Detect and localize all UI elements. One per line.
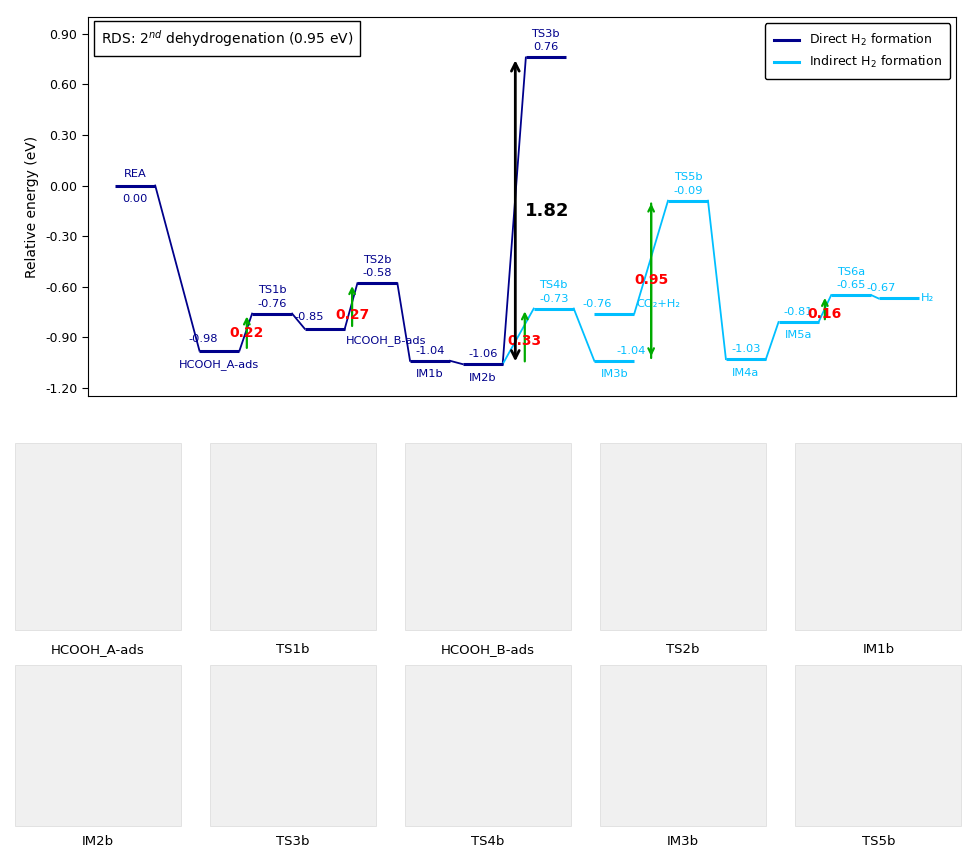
Text: 0.22: 0.22	[229, 326, 264, 340]
Text: HCOOH_A-ads: HCOOH_A-ads	[51, 643, 144, 656]
Text: 0.27: 0.27	[335, 308, 369, 322]
Text: -0.81: -0.81	[784, 307, 813, 317]
Legend: Direct H$_2$ formation, Indirect H$_2$ formation: Direct H$_2$ formation, Indirect H$_2$ f…	[765, 23, 951, 79]
Text: TS2b: TS2b	[363, 255, 391, 265]
FancyBboxPatch shape	[405, 665, 571, 826]
Text: 0.33: 0.33	[508, 334, 542, 348]
FancyBboxPatch shape	[15, 665, 181, 826]
Text: -1.03: -1.03	[731, 344, 760, 354]
FancyBboxPatch shape	[210, 443, 376, 630]
Y-axis label: Relative energy (eV): Relative energy (eV)	[25, 135, 39, 278]
Text: -0.98: -0.98	[189, 334, 219, 344]
Text: TS3b: TS3b	[276, 835, 309, 848]
FancyBboxPatch shape	[600, 665, 766, 826]
Text: TS3b: TS3b	[532, 29, 560, 39]
Text: IM2b: IM2b	[468, 372, 497, 383]
Text: TS1b: TS1b	[276, 643, 309, 656]
Text: IM4a: IM4a	[732, 367, 759, 377]
Text: IM3b: IM3b	[668, 835, 699, 848]
Text: -0.76: -0.76	[258, 298, 287, 308]
Text: HCOOH_B-ads: HCOOH_B-ads	[441, 643, 535, 656]
Text: TS5b: TS5b	[673, 172, 703, 182]
Text: -0.76: -0.76	[583, 298, 612, 308]
Text: TS2b: TS2b	[667, 643, 700, 656]
FancyBboxPatch shape	[405, 443, 571, 630]
Text: -1.04: -1.04	[617, 346, 646, 356]
Text: TS5b: TS5b	[862, 835, 895, 848]
FancyBboxPatch shape	[210, 665, 376, 826]
Text: -0.09: -0.09	[673, 186, 703, 196]
Text: TS4b: TS4b	[540, 280, 568, 290]
Text: HCOOH_B-ads: HCOOH_B-ads	[346, 336, 427, 347]
Text: RDS: 2$^{nd}$ dehydrogenation (0.95 eV): RDS: 2$^{nd}$ dehydrogenation (0.95 eV)	[101, 28, 353, 49]
FancyBboxPatch shape	[15, 443, 181, 630]
Text: -0.73: -0.73	[539, 293, 568, 303]
Text: 0.00: 0.00	[123, 194, 148, 204]
Text: IM1b: IM1b	[863, 643, 894, 656]
Text: IM5a: IM5a	[785, 331, 812, 341]
Text: TS4b: TS4b	[471, 835, 505, 848]
Text: IM1b: IM1b	[416, 369, 444, 379]
Text: IM3b: IM3b	[600, 369, 629, 379]
Text: H₂: H₂	[920, 293, 934, 303]
Text: -0.85: -0.85	[294, 312, 324, 322]
Text: -0.58: -0.58	[363, 268, 392, 279]
Text: CO₂+H₂: CO₂+H₂	[636, 298, 680, 308]
Text: -1.06: -1.06	[468, 349, 498, 359]
Text: 0.16: 0.16	[808, 307, 842, 320]
Text: 0.95: 0.95	[634, 273, 669, 287]
Text: -0.67: -0.67	[867, 284, 896, 293]
Text: TS6a: TS6a	[837, 267, 866, 277]
Text: REA: REA	[124, 169, 146, 179]
FancyBboxPatch shape	[600, 443, 766, 630]
Text: TS1b: TS1b	[258, 285, 286, 295]
Text: -0.65: -0.65	[836, 280, 866, 290]
Text: HCOOH_A-ads: HCOOH_A-ads	[180, 359, 260, 370]
FancyBboxPatch shape	[795, 665, 961, 826]
Text: 1.82: 1.82	[525, 202, 569, 220]
FancyBboxPatch shape	[795, 443, 961, 630]
Text: 0.76: 0.76	[533, 43, 558, 53]
Text: -1.04: -1.04	[416, 346, 445, 356]
Text: IM2b: IM2b	[82, 835, 113, 848]
